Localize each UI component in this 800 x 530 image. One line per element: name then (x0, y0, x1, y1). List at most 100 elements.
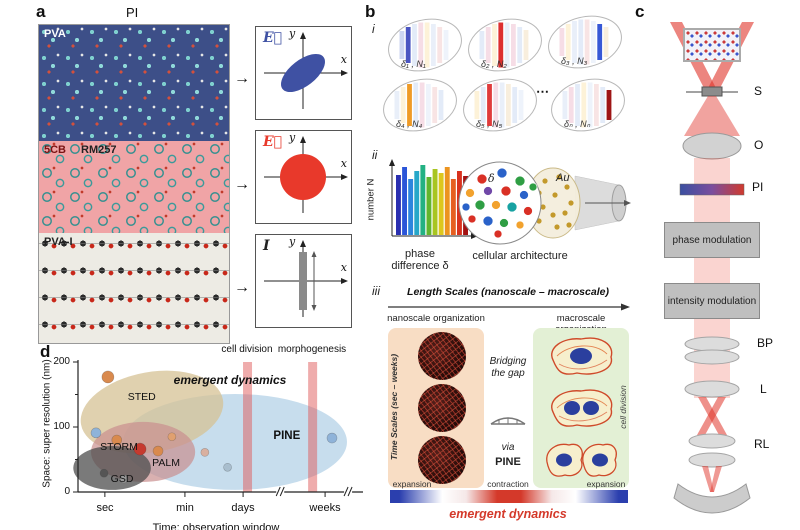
mode-stripe (499, 82, 505, 128)
bridging-text-2: the gap (491, 368, 525, 379)
cell-dot (461, 202, 471, 212)
liquid-crystal-layer-image: 5CB RM257 (39, 141, 229, 233)
x-tick-weeks: weeks (309, 502, 341, 514)
pi-film-title: PI (126, 5, 139, 20)
mode-stripe (594, 84, 599, 126)
emergent-dynamics-caption: emergent dynamics (449, 507, 567, 521)
event-bands (243, 362, 318, 492)
length-scale-arrow (388, 303, 630, 311)
au-dot (564, 184, 570, 190)
timeline-band (243, 362, 253, 492)
mode-stripe (487, 84, 492, 126)
mode-stripe (485, 27, 491, 63)
axis-break (275, 486, 281, 497)
panel-c-label: c (635, 2, 645, 21)
e-field-symbol: E⃗ (263, 134, 283, 150)
cell-architecture-dots (461, 167, 538, 239)
cell-dot (491, 200, 501, 210)
axes-graphic (264, 32, 348, 109)
data-point (111, 434, 123, 446)
relay-lens-label: RL (754, 437, 770, 451)
x-tick-sec: sec (96, 502, 114, 514)
au-dot (550, 212, 556, 218)
mode-stripe (581, 82, 587, 128)
bp-label: BP (757, 336, 774, 350)
d-x-axis-label: Time: observation window (152, 522, 280, 530)
mode-stripe (419, 82, 425, 128)
ellipsis-icon: ⋯ (536, 84, 550, 99)
sub-panel-ii-label: ii (372, 148, 378, 162)
mode-stripe (578, 19, 584, 65)
data-point (119, 474, 129, 484)
contraction-label: contraction (487, 479, 529, 489)
sub-panel-i-label: i (372, 22, 375, 36)
intensity-modulation-box: intensity modulation (664, 283, 760, 319)
sub-panel-iii-label: iii (372, 284, 380, 298)
mode-stripe (559, 28, 565, 56)
axis-break (343, 486, 349, 497)
panel-d-label: d (40, 342, 51, 361)
region-gsd (73, 445, 151, 490)
cell-division-band-label: cell division (221, 344, 273, 355)
pi-label: PI (752, 180, 764, 194)
technique-label-palm: PALM (152, 457, 180, 469)
au-dot (540, 204, 546, 210)
pine-text: PINE (495, 456, 521, 468)
mode-stripe (597, 24, 603, 60)
au-dot (562, 210, 568, 216)
intensity-bar (299, 252, 307, 310)
histogram-bar (402, 167, 407, 235)
data-point (152, 445, 164, 457)
macroscale-panel: cell division (533, 328, 629, 488)
laser-beam (710, 466, 722, 492)
arrow-right-icon: → (234, 176, 250, 193)
mode-stripe (493, 82, 499, 128)
technique-label-sted: STED (127, 391, 156, 404)
ax_es-graphic (264, 136, 348, 213)
bridging-text-1: Bridging (489, 356, 527, 367)
y-axis-label: y (289, 27, 296, 40)
pva-layer-image: PVA (39, 25, 229, 141)
mode-stripe (562, 91, 568, 119)
cell-dot (474, 199, 486, 211)
pva-i-layer-image: PVA-I (39, 233, 229, 343)
optical-setup-graphic (670, 22, 754, 514)
mode-stripe (506, 84, 511, 126)
circular-polarization-shape (280, 154, 326, 200)
histogram-bar (444, 167, 450, 235)
data-point (101, 370, 115, 384)
lens-label: L (760, 382, 767, 396)
mode-stripe (437, 27, 443, 63)
mode-stripe (572, 21, 577, 63)
histogram-x-label-2: difference δ (391, 260, 449, 272)
mode-stripe (394, 91, 400, 119)
sample-label: S (754, 84, 763, 98)
time-scales-label: Time Scales (sec – weeks) (389, 353, 399, 461)
mode-stripe (412, 24, 417, 66)
nanoscale-panel: Time Scales (sec – weeks) (388, 328, 484, 488)
technique-label-storm: STORM (100, 441, 138, 454)
histogram-bar (396, 175, 401, 235)
cell-dot (499, 218, 509, 228)
mode-stripe (511, 24, 516, 66)
cell-dot (482, 215, 494, 227)
x-axis-label: x (340, 53, 347, 66)
mode-ellipse: δ₃ , N₃ (548, 15, 622, 69)
mode-ellipse: δₙ , Nₙ (551, 78, 625, 132)
mode-stripe (591, 21, 596, 63)
mode-stripe (431, 24, 436, 66)
data-point (90, 427, 102, 439)
data-point (200, 448, 210, 457)
au-dot (542, 178, 548, 184)
pi-film-plate (679, 183, 745, 196)
cell-dot (500, 185, 512, 197)
intensity-plot: I y x (255, 234, 352, 328)
histogram-bar (432, 169, 438, 235)
fiber-network-image (418, 332, 466, 380)
objective-lens (682, 132, 742, 160)
y-tick-200: 200 (53, 356, 70, 367)
pi-film-stack: PVA 5CB RM257 PVA-I (38, 24, 230, 344)
curved-mirror (673, 483, 751, 514)
mode-ellipse: δ₅ , N₅ (463, 78, 537, 132)
y-tick-100: 100 (53, 421, 70, 432)
